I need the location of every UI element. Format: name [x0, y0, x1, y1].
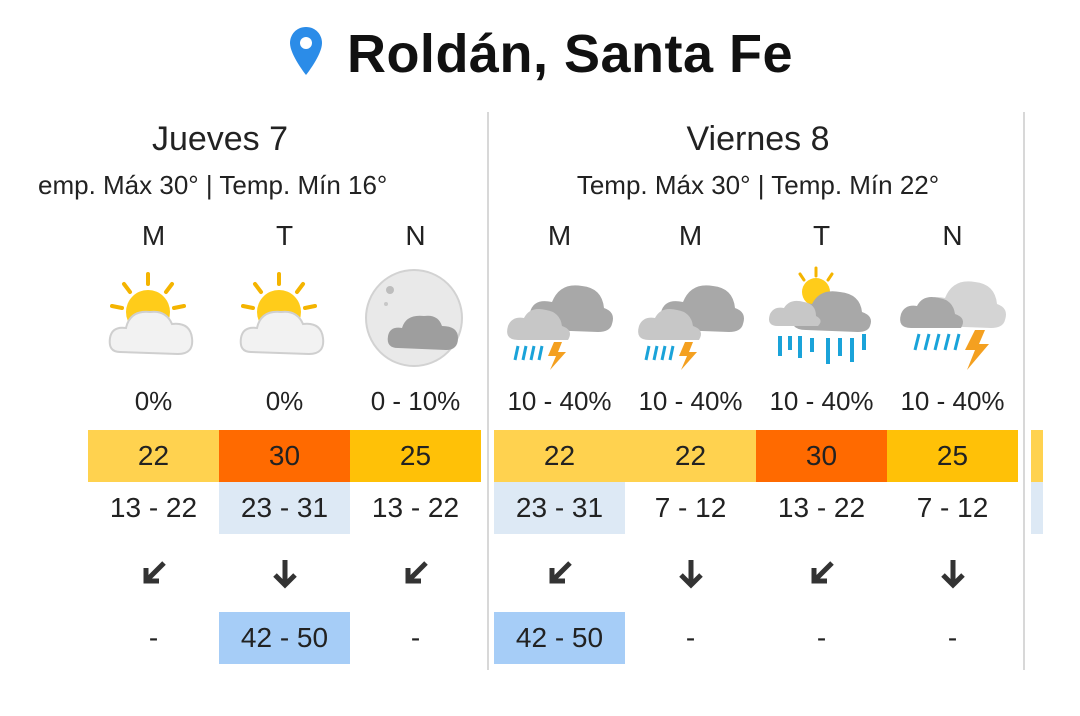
cloudy-night-icon	[365, 269, 463, 367]
thunderstorm-icon	[900, 281, 1006, 370]
period-label: N	[942, 220, 963, 251]
partly-sunny-icon	[239, 272, 325, 356]
period-label: M	[547, 220, 572, 251]
period-label: T	[275, 220, 294, 251]
wind-direction-southwest-icon	[88, 556, 219, 595]
wind-gust: 42 - 50	[494, 612, 625, 664]
day-separator	[487, 112, 489, 670]
temperature-cell: 22	[494, 430, 625, 482]
location-pin-icon	[289, 27, 322, 75]
wind-gust: -	[148, 622, 159, 653]
period-label: T	[812, 220, 831, 251]
precipitation-probability: 10 - 40%	[638, 386, 743, 416]
temp-range: 13 - 22	[371, 492, 460, 523]
temp-range: 23 - 31	[219, 482, 350, 534]
wind-gust: -	[947, 622, 958, 653]
wind-direction-southwest-icon	[756, 556, 887, 595]
precipitation-probability: 10 - 40%	[507, 386, 612, 416]
temperature-cell: 22	[88, 430, 219, 482]
day-forecast-jueves[interactable]: Jueves 7 emp. Máx 30° | Temp. Mín 16° M …	[30, 112, 482, 672]
period-label: M	[678, 220, 703, 251]
temp-range: 7 - 12	[916, 492, 989, 523]
wind-direction-south-icon	[219, 556, 350, 595]
day-title: Viernes 8	[686, 120, 830, 158]
temperature-cell: 25	[887, 430, 1018, 482]
day-separator	[1023, 112, 1025, 670]
temp-range: 13 - 22	[777, 492, 866, 523]
wind-direction-south-icon	[887, 556, 1018, 595]
precipitation-probability: 0 - 10%	[370, 386, 461, 416]
precipitation-probability: 0%	[265, 386, 304, 416]
wind-gust: -	[685, 622, 696, 653]
temp-range: 23 - 31	[494, 482, 625, 534]
wind-gust: 42 - 50	[219, 612, 350, 664]
precipitation-probability: 10 - 40%	[900, 386, 1005, 416]
precipitation-probability: 0%	[134, 386, 173, 416]
location-header: Roldán, Santa Fe	[0, 14, 1080, 94]
day-title: Jueves 7	[151, 120, 289, 158]
partly-sunny-icon	[108, 272, 194, 356]
precipitation-probability: 10 - 40%	[769, 386, 874, 416]
temperature-cell: 25	[350, 430, 481, 482]
period-label: M	[141, 220, 166, 251]
wind-direction-southwest-icon	[494, 556, 625, 595]
next-day-temperature-sliver	[1031, 430, 1043, 482]
day-forecast-viernes[interactable]: Viernes 8 Temp. Máx 30° | Temp. Mín 22° …	[494, 112, 1022, 672]
temperature-cell: 30	[219, 430, 350, 482]
location-title: Roldán, Santa Fe	[346, 24, 794, 84]
next-day-range-sliver	[1031, 482, 1043, 534]
wind-gust: -	[410, 622, 421, 653]
sun-rain-icon	[769, 266, 871, 364]
wind-gust: -	[816, 622, 827, 653]
day-temp-summary: Temp. Máx 30° | Temp. Mín 22°	[576, 170, 940, 200]
period-label: N	[405, 220, 426, 251]
wind-direction-southwest-icon	[350, 556, 481, 595]
temperature-cell: 22	[625, 430, 756, 482]
temperature-cell: 30	[756, 430, 887, 482]
temp-range: 7 - 12	[654, 492, 727, 523]
thunderstorm-icon	[638, 285, 744, 370]
thunderstorm-icon	[507, 285, 613, 370]
temp-range: 13 - 22	[109, 492, 198, 523]
day-temp-summary: emp. Máx 30° | Temp. Mín 16°	[38, 170, 388, 200]
wind-direction-south-icon	[625, 556, 756, 595]
